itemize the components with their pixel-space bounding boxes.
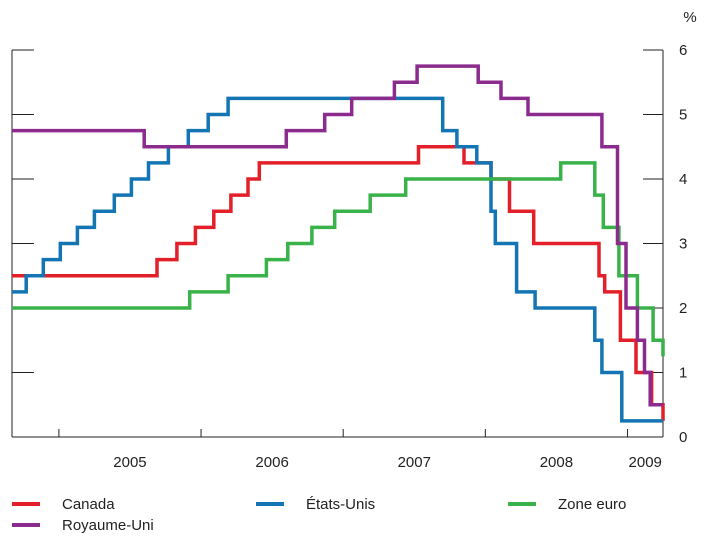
y-tick-label: 3: [679, 236, 687, 253]
y-unit-label: %: [683, 9, 696, 26]
chart-labels: 0 1 2 3 4 5 6% 2005 2006 2007 2008 2009: [113, 9, 696, 471]
legend-swatch-canada: [12, 502, 40, 506]
y-tick-label: 6: [679, 42, 687, 59]
y-tick-label: 1: [679, 365, 687, 382]
x-tick-label: 2005: [113, 454, 146, 471]
legend-swatch-zone-euro: [508, 502, 536, 506]
chart-axes: [11, 49, 664, 438]
series-line-etats-unis: [12, 96, 663, 423]
chart: 0 1 2 3 4 5 6% 2005 2006 2007 2008 2009: [11, 9, 697, 471]
chart-series-layer: [12, 64, 665, 423]
legend-item-zone-euro: Zone euro: [508, 494, 626, 514]
y-tick-label: 5: [679, 107, 687, 124]
legend-label-zone-euro: Zone euro: [558, 495, 627, 513]
series-line-canada: [12, 145, 665, 421]
x-tick-label: 2006: [255, 454, 288, 471]
x-tick-label: 2007: [398, 454, 431, 471]
legend-label-canada: Canada: [62, 495, 115, 513]
y-tick-label: 0: [679, 429, 687, 446]
series-line-royaume-uni: [12, 64, 663, 407]
x-tick-label: 2008: [540, 454, 573, 471]
legend-item-royaume-uni: Royaume-Uni: [12, 515, 154, 535]
y-tick-label: 2: [679, 300, 687, 317]
legend-item-canada: Canada: [12, 494, 115, 514]
series-line-zone-euro: [12, 161, 665, 357]
y-tick-label: 4: [679, 171, 687, 188]
x-tick-label: 2009: [629, 454, 662, 471]
legend: Canada États-Unis Zone euro Royaume-Uni: [0, 488, 707, 538]
legend-swatch-royaume-uni: [12, 523, 40, 527]
legend-label-royaume-uni: Royaume-Uni: [62, 516, 154, 534]
legend-item-etats-unis: États-Unis: [256, 494, 375, 514]
legend-swatch-etats-unis: [256, 502, 284, 506]
legend-label-etats-unis: États-Unis: [306, 495, 376, 513]
